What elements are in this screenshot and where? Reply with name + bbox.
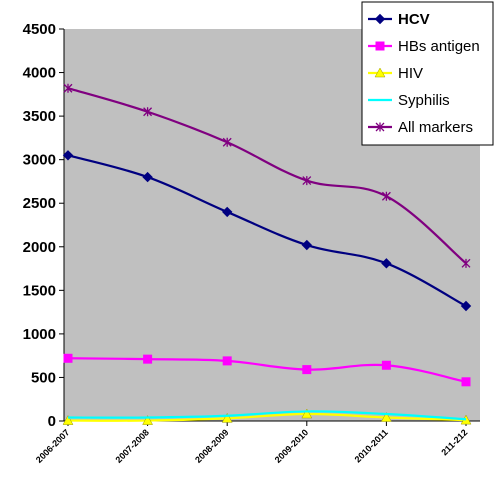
data-point <box>381 258 392 269</box>
legend-item: HBs antigen <box>368 38 480 55</box>
series-hcv <box>62 150 472 312</box>
data-point <box>62 150 74 161</box>
data-point <box>222 137 232 147</box>
x-axis-ticks: 2006-2007 2007-2008 2008-2009 2009-2010 2010… <box>34 421 469 465</box>
x-tick-label: 2008-2009 <box>193 427 231 465</box>
legend: HCV HBs antigen HIV Syphilis All markers <box>361 1 494 146</box>
data-point <box>221 412 233 423</box>
legend-item: Syphilis <box>368 92 450 109</box>
legend-label: HIV <box>398 65 423 82</box>
data-point <box>142 415 154 425</box>
y-tick-label: 500 <box>31 369 56 386</box>
y-tick-label: 2500 <box>23 195 56 212</box>
x-tick-label: 2010-2011 <box>353 427 390 464</box>
series-all-markers <box>63 83 471 268</box>
y-tick-label: 3500 <box>23 108 56 125</box>
x-tick-label: 2006-2007 <box>34 427 72 465</box>
legend-label: All markers <box>398 119 473 136</box>
data-point <box>301 239 313 251</box>
legend-marker <box>375 122 385 132</box>
legend-marker <box>374 13 386 25</box>
data-point <box>221 206 233 218</box>
data-point <box>380 412 392 422</box>
y-tick-label: 1500 <box>23 282 56 299</box>
legend-items: HCV HBs antigen HIV Syphilis All markers <box>368 11 480 136</box>
x-tick-label: 2007-2008 <box>114 427 152 465</box>
legend-marker <box>374 67 386 78</box>
data-point <box>143 354 153 364</box>
series-line <box>67 87 467 265</box>
data-point <box>142 171 153 183</box>
x-tick-label: 2009-2010 <box>273 427 311 465</box>
series-line <box>67 357 467 383</box>
data-point <box>302 365 312 375</box>
data-point <box>222 356 232 366</box>
legend-label: Syphilis <box>398 92 450 109</box>
y-tick-label: 0 <box>48 413 56 430</box>
series-hiv <box>62 408 472 425</box>
data-point <box>381 360 391 370</box>
series-line <box>67 410 467 421</box>
legend-label: HBs antigen <box>398 38 480 55</box>
y-axis-ticks: 0 500 1000 1500 2000 2500 3000 3500 4000 4500 <box>23 21 64 430</box>
data-point <box>461 377 471 387</box>
series-line <box>67 412 467 422</box>
y-tick-label: 4000 <box>23 65 56 82</box>
data-point <box>460 300 472 312</box>
data-point <box>381 191 391 201</box>
legend-item: HCV <box>368 11 430 28</box>
data-point <box>63 83 73 93</box>
series-line <box>67 154 467 307</box>
y-tick-label: 2000 <box>23 239 56 256</box>
data-point <box>62 415 74 425</box>
series-layer <box>62 83 472 425</box>
data-point <box>63 353 73 363</box>
legend-item: All markers <box>368 119 473 136</box>
data-point <box>301 408 313 419</box>
series-syphilis <box>67 410 467 421</box>
data-point <box>143 107 153 117</box>
legend-label: HCV <box>398 11 430 28</box>
y-tick-label: 4500 <box>23 21 56 38</box>
data-point <box>302 176 312 186</box>
y-tick-label: 3000 <box>23 152 56 169</box>
x-tick-label: 211-212 <box>439 427 469 457</box>
data-point <box>461 258 471 268</box>
legend-marker <box>375 41 385 51</box>
series-hbs-antigen <box>63 353 471 387</box>
legend-item: HIV <box>368 65 423 82</box>
y-tick-label: 1000 <box>23 326 56 343</box>
